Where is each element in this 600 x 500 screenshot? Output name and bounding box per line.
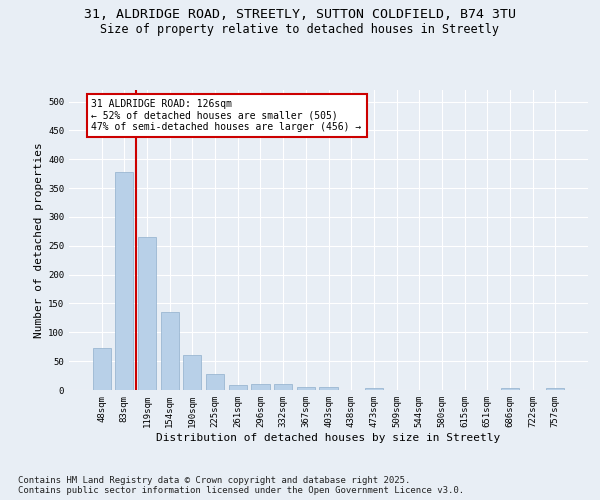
Bar	[229, 385, 247, 390]
Bar	[251, 384, 269, 390]
Bar	[274, 384, 292, 390]
Bar	[319, 387, 338, 390]
Bar	[184, 356, 202, 390]
Bar	[501, 388, 519, 390]
Text: 31, ALDRIDGE ROAD, STREETLY, SUTTON COLDFIELD, B74 3TU: 31, ALDRIDGE ROAD, STREETLY, SUTTON COLD…	[84, 8, 516, 20]
Bar	[365, 388, 383, 390]
Text: 31 ALDRIDGE ROAD: 126sqm
← 52% of detached houses are smaller (505)
47% of semi-: 31 ALDRIDGE ROAD: 126sqm ← 52% of detach…	[91, 98, 362, 132]
Bar	[92, 348, 111, 390]
Bar	[161, 312, 179, 390]
X-axis label: Distribution of detached houses by size in Streetly: Distribution of detached houses by size …	[157, 432, 500, 442]
Text: Size of property relative to detached houses in Streetly: Size of property relative to detached ho…	[101, 22, 499, 36]
Bar	[546, 388, 565, 390]
Bar	[206, 374, 224, 390]
Bar	[297, 387, 315, 390]
Bar	[138, 237, 156, 390]
Text: Contains HM Land Registry data © Crown copyright and database right 2025.
Contai: Contains HM Land Registry data © Crown c…	[18, 476, 464, 495]
Y-axis label: Number of detached properties: Number of detached properties	[34, 142, 44, 338]
Bar	[115, 172, 133, 390]
